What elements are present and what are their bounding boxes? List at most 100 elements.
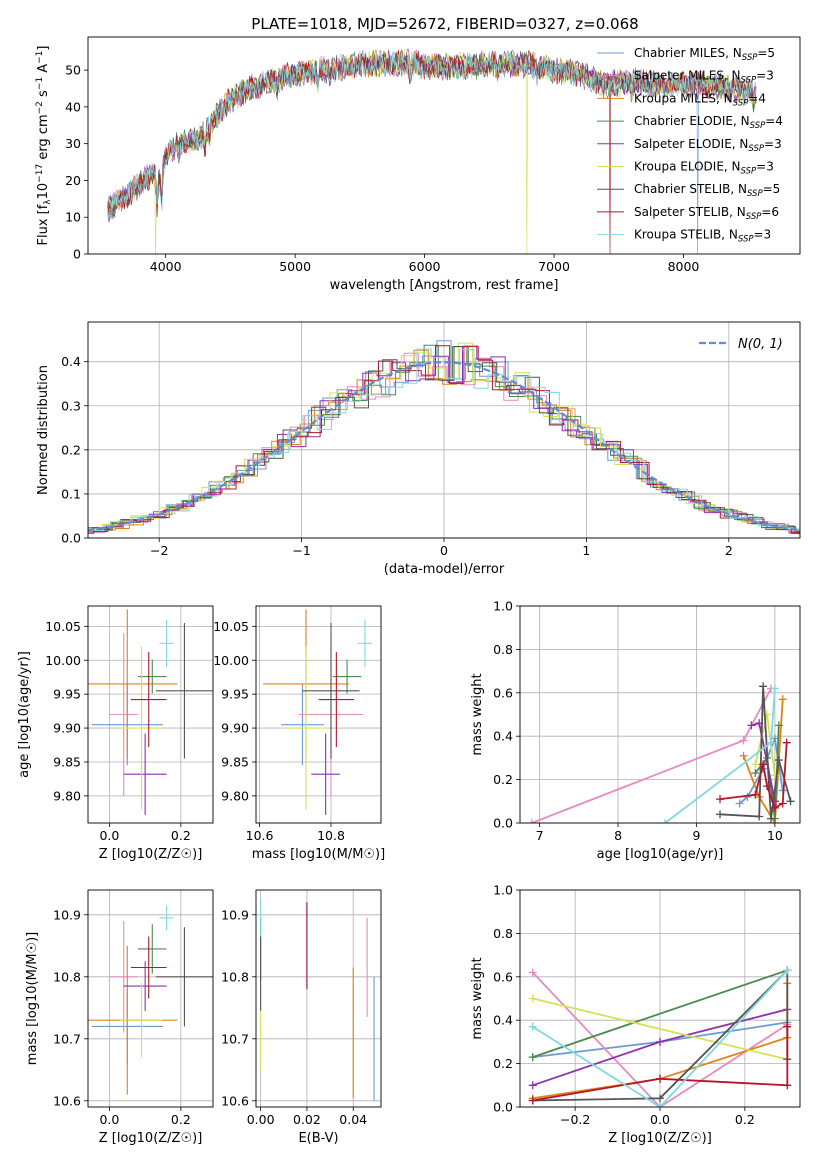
- axes-frame: [87, 889, 214, 1108]
- legend-label: Chabrier MILES, NSSP=5: [634, 46, 775, 63]
- y-tick-label: 9.90: [53, 721, 81, 736]
- errorbar-point: [284, 646, 328, 810]
- x-tick-label: 0: [440, 543, 448, 558]
- x-axis-label: Z [log10(Z/Z☉)]: [608, 1131, 712, 1146]
- axes-frame: [87, 36, 801, 255]
- errorbar-point: [123, 961, 167, 1011]
- y-tick-label: 10.05: [213, 619, 249, 634]
- x-tick-label: 9: [692, 828, 700, 843]
- x-tick-label: 4000: [150, 259, 182, 274]
- weight-marker: [656, 1103, 664, 1107]
- weight-marker: [778, 799, 787, 808]
- legend-entry: Salpeter MILES, NSSP=3: [597, 69, 774, 86]
- x-tick-label: 0.2: [735, 1112, 755, 1127]
- x-axis-label: wavelength [Angstrom, rest frame]: [330, 278, 559, 293]
- weight-marker: [782, 738, 791, 747]
- errorbar-point: [138, 659, 167, 694]
- weight-series-5: [532, 997, 788, 1061]
- weight-marker: [783, 1081, 792, 1090]
- x-tick-label: 8000: [668, 259, 700, 274]
- weight-marker: [774, 756, 783, 765]
- y-tick-label: 10.8: [53, 969, 81, 984]
- x-tick-label: 7: [536, 828, 544, 843]
- x-axis-label: Z [log10(Z/Z☉)]: [99, 847, 203, 862]
- legend-label: Chabrier STELIB, NSSP=5: [634, 182, 780, 199]
- y-tick-label: 9.95: [53, 687, 81, 702]
- weight-marker: [759, 760, 768, 769]
- y-axis-label: Flux [fλ10−17 erg cm−2 s−1 A−1]: [35, 46, 53, 246]
- y-tick-label: 0.2: [493, 772, 513, 787]
- spectrum-series-7: [107, 49, 757, 254]
- weight-series-6: [719, 686, 792, 819]
- figure-title: PLATE=1018, MJD=52672, FIBERID=0327, z=0…: [251, 15, 638, 33]
- y-axis-label: mass weight: [470, 957, 485, 1039]
- weight-marker: [751, 769, 760, 778]
- panel-mass-vs-Z: 0.0 0.2 10.6 10.7 10.8 10.9 Z [log10(Z/Z☉)] mas…: [25, 889, 214, 1146]
- y-tick-label: 40: [65, 99, 81, 114]
- x-axis-label: Z [log10(Z/Z☉)]: [99, 1131, 203, 1146]
- errorbar-point: [155, 927, 213, 1027]
- weight-marker: [766, 814, 775, 823]
- x-tick-label: 1: [582, 543, 590, 558]
- x-tick-label: 0.0: [99, 1112, 119, 1127]
- errorbar-point: [109, 633, 138, 796]
- x-tick-label: 8: [614, 828, 622, 843]
- weight-marker: [656, 1094, 664, 1103]
- legend-label: N(0, 1): [738, 337, 783, 352]
- errorbar-point: [120, 646, 163, 810]
- errorbar-point: [332, 659, 362, 694]
- errorbar-point: [318, 652, 355, 748]
- spectrum-series-3: [107, 49, 757, 212]
- y-tick-label: 10.05: [45, 619, 81, 634]
- y-tick-label: 0.6: [493, 685, 513, 700]
- weight-marker: [735, 799, 744, 808]
- plot-area-age-vs-mass: [263, 609, 373, 815]
- weight-marker: [528, 1096, 537, 1105]
- x-tick-label: 5000: [279, 259, 311, 274]
- y-tick-label: 0.0: [61, 531, 81, 546]
- weight-marker: [656, 1037, 664, 1046]
- y-tick-label: 0.8: [493, 642, 513, 657]
- plot-area-age-vs-Z: [88, 609, 213, 815]
- weight-series-8: [532, 969, 788, 1107]
- weight-marker: [716, 795, 724, 804]
- legend-label: Kroupa STELIB, NSSP=3: [634, 228, 771, 245]
- weight-marker: [528, 1081, 537, 1090]
- axes-frame: [519, 605, 801, 824]
- errorbar-point: [281, 683, 324, 766]
- weight-series-1: [531, 688, 772, 823]
- weight-marker: [661, 819, 670, 823]
- x-axis-label: E(B-V): [298, 1131, 338, 1146]
- errorbar-point: [138, 924, 167, 974]
- legend-label: Salpeter STELIB, NSSP=6: [634, 205, 779, 222]
- x-tick-label: 2: [725, 543, 733, 558]
- legend: N(0, 1): [699, 337, 783, 352]
- weight-marker: [770, 803, 779, 812]
- histogram-series-5: [88, 342, 800, 534]
- legend-entry: Kroupa STELIB, NSSP=3: [597, 228, 771, 245]
- weight-series-3: [532, 969, 788, 1058]
- weight-marker: [527, 819, 536, 823]
- errorbar-point: [155, 622, 213, 759]
- y-tick-label: 10.9: [53, 907, 81, 922]
- weight-marker: [528, 968, 537, 977]
- x-tick-label: 10: [767, 828, 783, 843]
- weight-marker: [763, 782, 772, 791]
- panel-age-vs-mass: 10.6 10.8 9.80 9.85 9.90 9.95 10.00 10.05 mass […: [213, 605, 385, 862]
- y-tick-label: 10.9: [221, 907, 249, 922]
- x-tick-label: 6000: [409, 259, 441, 274]
- y-tick-label: 0.4: [61, 354, 81, 369]
- weight-series-7: [532, 1026, 789, 1102]
- y-axis-label: mass [log10(M/M☉)]: [25, 932, 40, 1065]
- weight-marker: [778, 695, 787, 704]
- y-tick-label: 0.0: [493, 816, 513, 831]
- weight-marker: [528, 994, 537, 1003]
- legend-entry: Salpeter STELIB, NSSP=6: [597, 205, 779, 222]
- weight-marker: [770, 684, 779, 693]
- errorbar-point: [357, 619, 373, 668]
- legend-label: Salpeter MILES, NSSP=3: [634, 69, 774, 86]
- panel-weight-vs-Z: −0.2 0.0 0.2 0.0 0.2 0.4 0.6 0.8 1.0 Z [log10(Z/Z…: [470, 883, 801, 1146]
- legend-entry: Chabrier STELIB, NSSP=5: [597, 182, 780, 199]
- spectrum-series-8: [107, 50, 757, 220]
- legend-entry: Salpeter ELODIE, NSSP=3: [597, 137, 782, 154]
